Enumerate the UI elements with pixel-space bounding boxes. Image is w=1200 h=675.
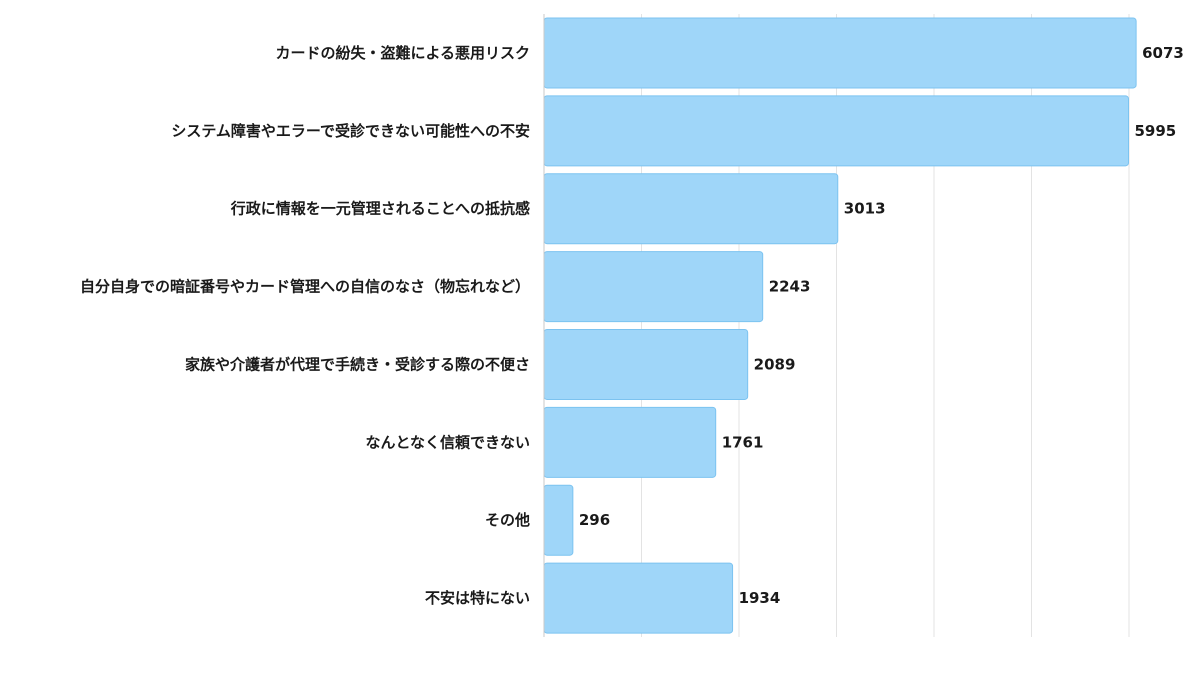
value-label: 1761 [722,433,764,451]
value-label: 2089 [754,355,796,373]
bar [543,173,839,245]
category-label: 自分自身での暗証番号やカード管理への自信のなさ（物忘れなど） [80,278,530,296]
category-label: システム障害やエラーで受診できない可能性への不安 [171,122,530,140]
bar [543,17,1137,89]
category-label: なんとなく信頼できない [365,433,530,451]
bar [543,95,1130,167]
bar [543,251,764,323]
value-label: 5995 [1135,122,1177,140]
category-label: 不安は特にない [425,589,530,607]
value-label: 2243 [769,278,811,296]
value-label: 1934 [739,589,781,607]
category-label: 行政に情報を一元管理されることへの抵抗感 [230,200,530,218]
category-label: カードの紛失・盗難による悪用リスク [275,44,530,62]
value-labels: 6073 5995 3013 2243 2089 1761 296 1934 [579,44,1184,607]
value-label: 6073 [1142,44,1184,62]
bars [543,17,1137,634]
category-labels: カードの紛失・盗難による悪用リスクシステム障害やエラーで受診できない可能性への不… [80,44,530,607]
bar [543,562,734,634]
category-label: その他 [485,511,530,529]
bar [543,328,749,400]
bar [543,406,717,478]
bar [543,484,574,556]
category-label: 家族や介護者が代理で手続き・受診する際の不便さ [185,355,530,373]
value-label: 3013 [844,200,886,218]
value-label: 296 [579,511,610,529]
